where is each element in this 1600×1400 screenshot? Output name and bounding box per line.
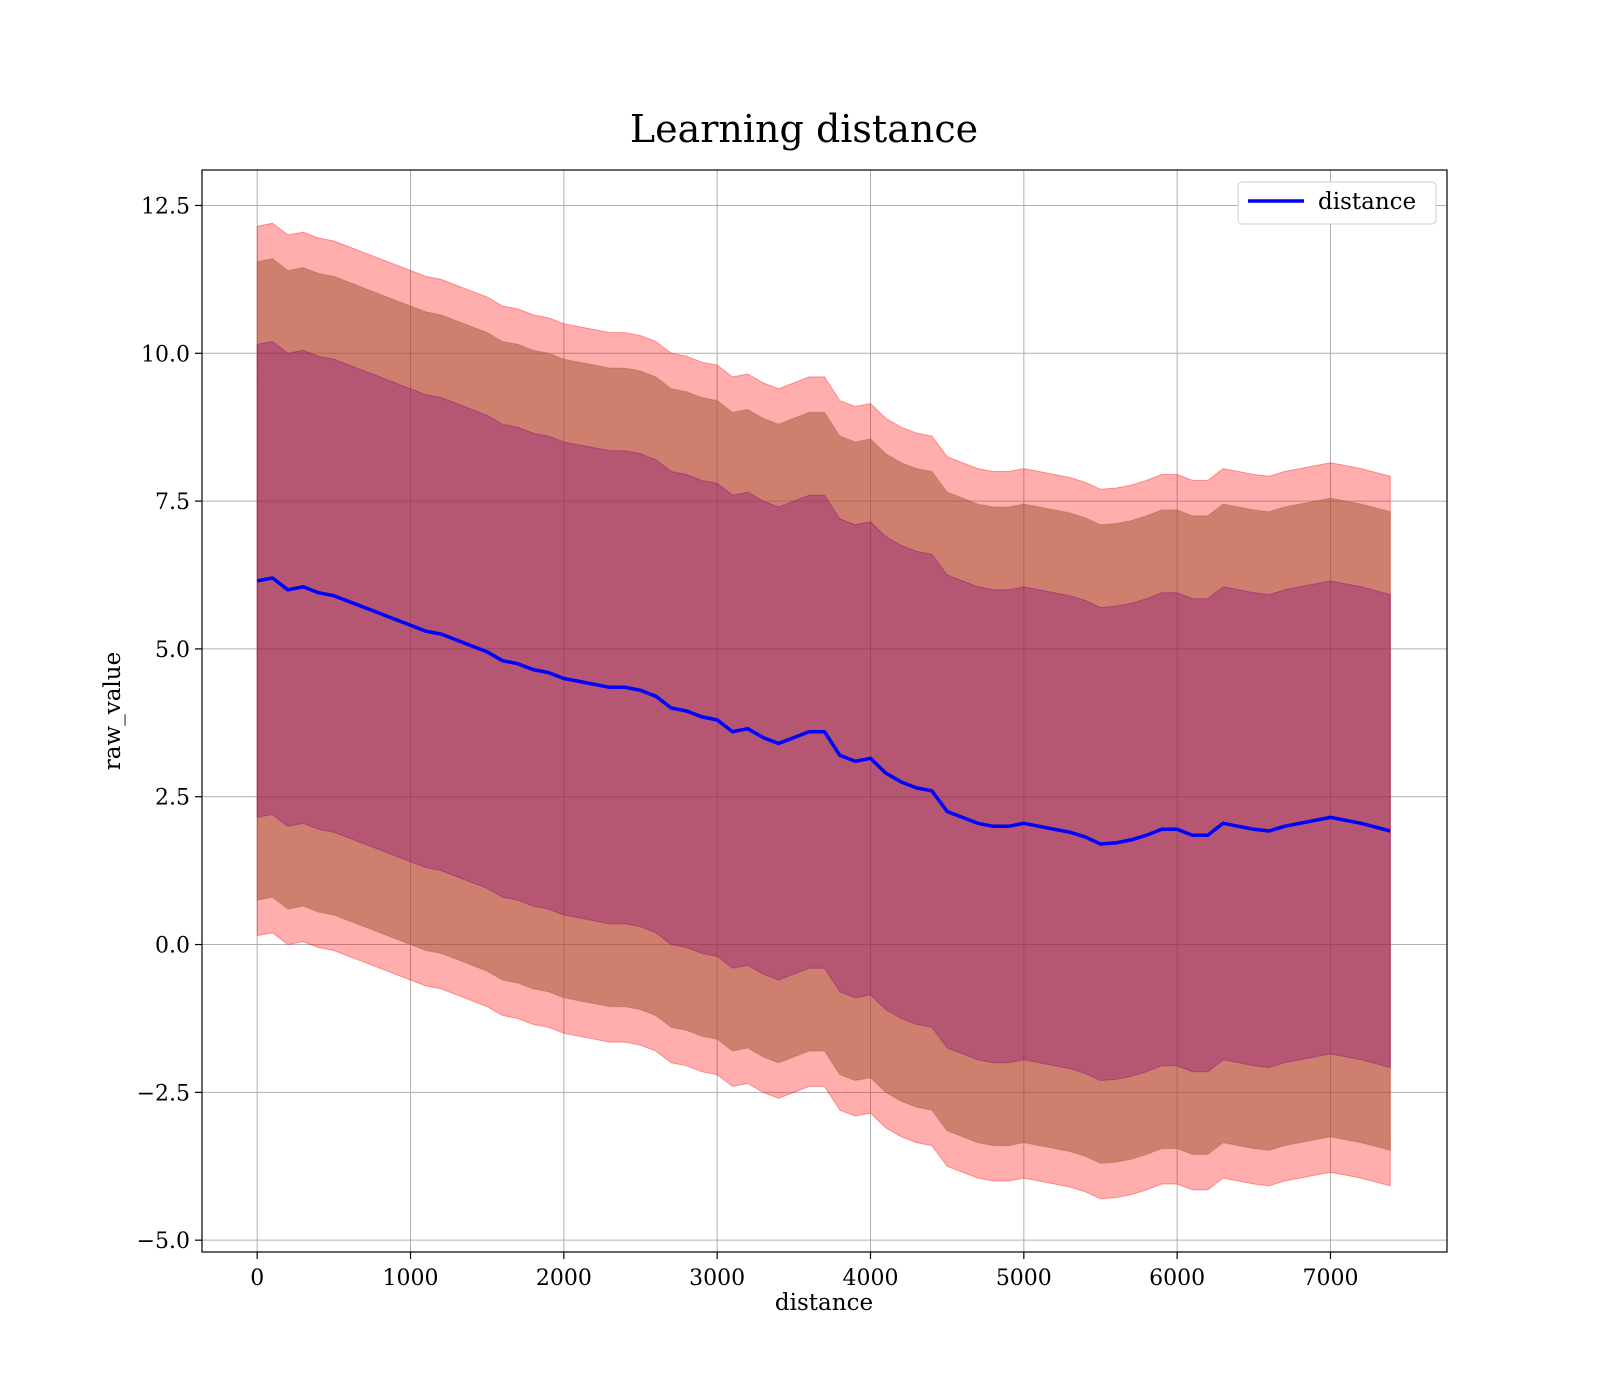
x-axis-label: distance <box>775 1290 873 1316</box>
y-axis: −5.0 −2.5 0.0 2.5 5.0 7.5 10.0 12.5 <box>137 194 202 1254</box>
y-tick-label: 5.0 <box>155 638 190 663</box>
legend-box <box>1237 181 1437 225</box>
y-axis-label: raw_value <box>100 652 126 770</box>
confidence-band-2 <box>256 340 1391 1082</box>
x-tick-label: 4000 <box>842 1266 898 1291</box>
x-tick-label: 2000 <box>536 1266 592 1291</box>
x-tick-label: 6000 <box>1149 1266 1205 1291</box>
x-tick-label: 3000 <box>689 1266 745 1291</box>
confidence-bands <box>256 222 1391 1200</box>
x-axis: 0 1000 2000 3000 4000 5000 6000 7000 <box>250 1252 1358 1291</box>
y-tick-label: 12.5 <box>141 194 190 219</box>
y-tick-label: 7.5 <box>155 490 190 515</box>
x-tick-label: 5000 <box>996 1266 1052 1291</box>
y-tick-label: −2.5 <box>137 1081 190 1106</box>
plot-frame <box>201 169 1448 1253</box>
series-line-distance <box>256 576 1391 846</box>
legend-label-distance: distance <box>1318 189 1416 215</box>
y-tick-label: 2.5 <box>155 786 190 811</box>
x-tick-label: 7000 <box>1302 1266 1358 1291</box>
legend: distance <box>1237 181 1437 225</box>
y-tick-label: 10.0 <box>141 342 190 367</box>
chart-title: Learning distance <box>630 107 978 151</box>
confidence-band-1 <box>256 258 1391 1164</box>
x-tick-label: 1000 <box>383 1266 439 1291</box>
plot-area <box>202 170 1447 1252</box>
y-tick-label: 0.0 <box>155 934 190 959</box>
y-tick-label: −5.0 <box>137 1229 190 1254</box>
x-tick-label: 0 <box>250 1266 264 1291</box>
series-lines <box>256 576 1391 846</box>
